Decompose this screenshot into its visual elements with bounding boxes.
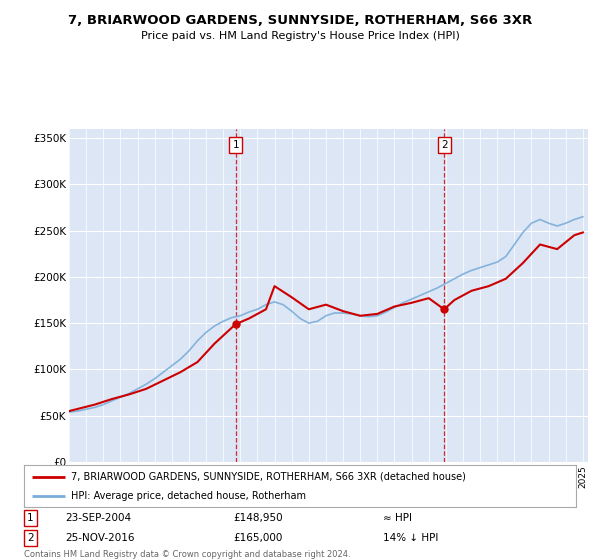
Text: Contains HM Land Registry data © Crown copyright and database right 2024.
This d: Contains HM Land Registry data © Crown c… bbox=[24, 550, 350, 560]
Text: 23-SEP-2004: 23-SEP-2004 bbox=[65, 514, 131, 523]
Text: ≈ HPI: ≈ HPI bbox=[383, 514, 412, 523]
Text: 14% ↓ HPI: 14% ↓ HPI bbox=[383, 533, 438, 543]
Text: 1: 1 bbox=[28, 514, 34, 523]
Text: £148,950: £148,950 bbox=[234, 514, 283, 523]
Text: 2: 2 bbox=[441, 140, 448, 150]
Text: 7, BRIARWOOD GARDENS, SUNNYSIDE, ROTHERHAM, S66 3XR (detached house): 7, BRIARWOOD GARDENS, SUNNYSIDE, ROTHERH… bbox=[71, 472, 466, 482]
Text: Price paid vs. HM Land Registry's House Price Index (HPI): Price paid vs. HM Land Registry's House … bbox=[140, 31, 460, 41]
Text: HPI: Average price, detached house, Rotherham: HPI: Average price, detached house, Roth… bbox=[71, 491, 306, 501]
Text: £165,000: £165,000 bbox=[234, 533, 283, 543]
Text: 25-NOV-2016: 25-NOV-2016 bbox=[65, 533, 135, 543]
Text: 7, BRIARWOOD GARDENS, SUNNYSIDE, ROTHERHAM, S66 3XR: 7, BRIARWOOD GARDENS, SUNNYSIDE, ROTHERH… bbox=[68, 14, 532, 27]
Text: 2: 2 bbox=[28, 533, 34, 543]
Text: 1: 1 bbox=[232, 140, 239, 150]
